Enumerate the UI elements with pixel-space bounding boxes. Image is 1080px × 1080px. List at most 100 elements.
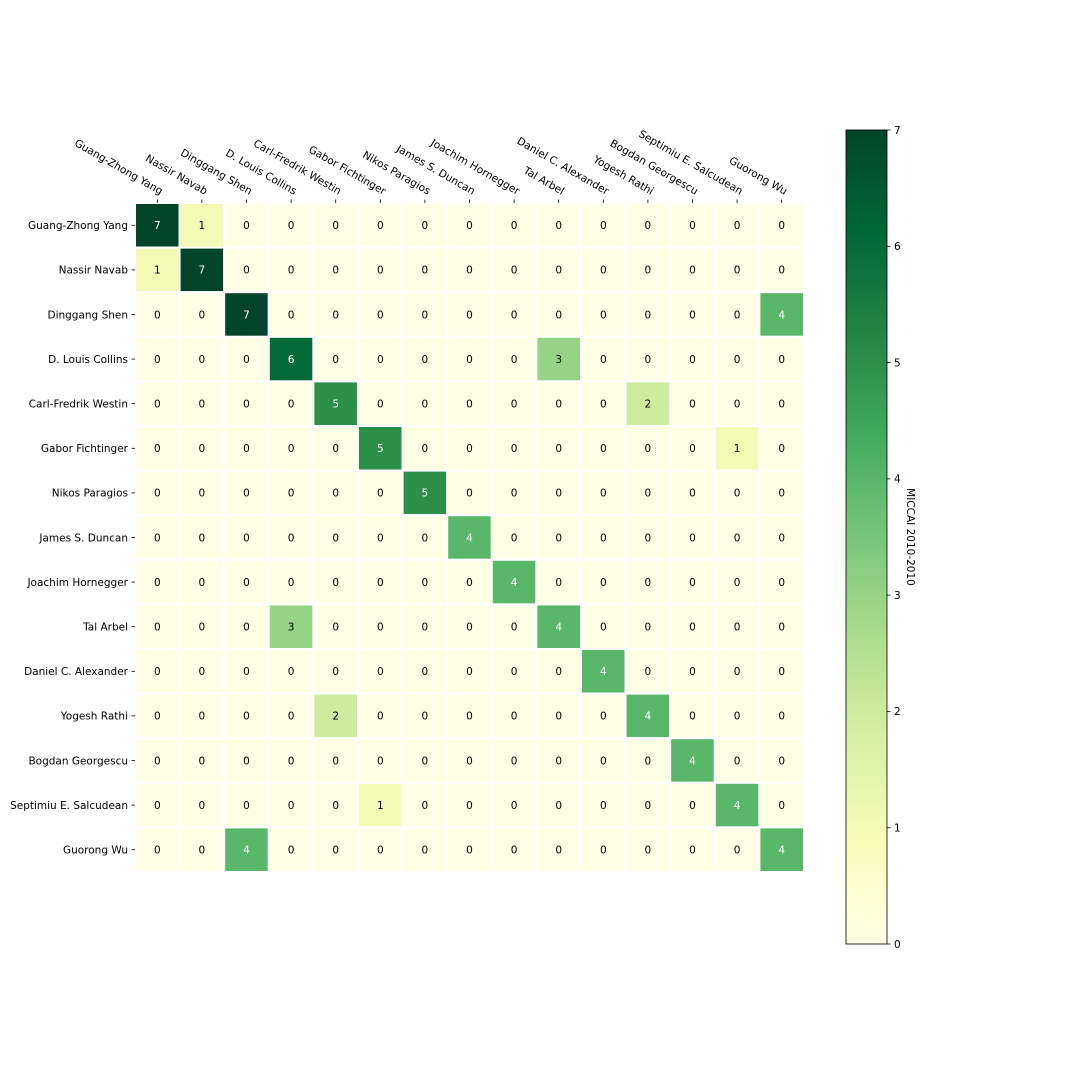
cell-value-label: 0: [511, 399, 518, 411]
heatmap-cell: [267, 246, 315, 294]
cell-value-label: 0: [778, 755, 785, 767]
cell-value-label: 4: [555, 622, 562, 634]
heatmap-cell: [758, 781, 806, 829]
cell-value-label: 7: [154, 220, 161, 232]
cell-value-label: 0: [555, 666, 562, 678]
row-tick-label: D. Louis Collins: [48, 354, 128, 366]
cell-value-label: 0: [645, 577, 652, 589]
cell-value-label: 0: [600, 800, 607, 812]
heatmap-cell: [312, 335, 359, 383]
heatmap-cell: [624, 425, 672, 472]
heatmap-cell: [758, 826, 806, 874]
cell-value-label: 0: [689, 399, 696, 411]
heatmap-cell: [713, 246, 761, 294]
heatmap-cell: [134, 335, 181, 383]
heatmap-cell: [624, 558, 672, 606]
cell-value-label: 0: [645, 309, 652, 321]
heatmap-cell: [223, 425, 270, 472]
colorbar-gradient: [845, 129, 888, 945]
heatmap-cell: [401, 246, 449, 294]
cell-value-label: 0: [778, 532, 785, 544]
cell-value-label: 0: [600, 755, 607, 767]
heatmap-cell: [401, 425, 449, 472]
cell-value-label: 0: [689, 488, 696, 500]
cell-value-label: 7: [199, 265, 206, 277]
cell-value-label: 0: [734, 220, 741, 232]
cell-value-label: 0: [511, 755, 518, 767]
row-tick-labels: Guang-Zhong Yang Nassir Navab Dinggang She…: [10, 220, 135, 857]
heatmap-cell: [267, 781, 315, 829]
cell-value-label: 0: [243, 800, 250, 812]
cell-value-label: 0: [555, 845, 562, 857]
cell-value-label: 0: [689, 354, 696, 366]
cell-value-label: 0: [243, 532, 250, 544]
row-tick-label: Bogdan Georgescu: [28, 755, 128, 767]
cell-value-label: 0: [689, 845, 696, 857]
cell-value-label: 0: [243, 443, 250, 455]
row-tick-label: Guorong Wu: [63, 845, 128, 857]
cell-value-label: 0: [199, 309, 206, 321]
colorbar-tick-label: 7: [894, 125, 901, 137]
cell-value-label: 0: [288, 443, 295, 455]
cell-value-label: 0: [332, 755, 339, 767]
colorbar: 0 1 2 3 4 5 6 7 MICCAI 2010-2010: [845, 125, 916, 951]
heatmap-cell: [178, 826, 226, 874]
cell-value-label: 1: [734, 443, 741, 455]
heatmap-cell: [357, 558, 404, 606]
cell-value-label: 0: [288, 845, 295, 857]
cell-value-label: 0: [422, 220, 429, 232]
cell-value-label: 0: [645, 354, 652, 366]
cell-value-label: 2: [332, 711, 339, 723]
heatmap-cell: [713, 603, 761, 651]
row-tick-label: Dinggang Shen: [47, 309, 128, 321]
heatmap-cell: [401, 603, 449, 651]
heatmap-cell: [624, 246, 672, 294]
cell-value-label: 0: [332, 845, 339, 857]
cell-value-label: 0: [154, 711, 161, 723]
heatmap-cell: [758, 692, 806, 740]
cell-value-label: 0: [199, 845, 206, 857]
cell-value-label: 0: [734, 399, 741, 411]
cell-value-label: 0: [555, 755, 562, 767]
cell-value-label: 0: [734, 622, 741, 634]
cell-value-label: 0: [689, 577, 696, 589]
column-tick-label: Guang-Zhong Yang: [72, 137, 165, 197]
cell-value-label: 0: [555, 309, 562, 321]
heatmap-cell: [580, 781, 627, 829]
heatmap-cell: [490, 469, 538, 517]
heatmap-cell: [669, 781, 716, 829]
cell-value-label: 0: [555, 399, 562, 411]
cell-value-label: 0: [734, 577, 741, 589]
heatmap-cell: [401, 558, 449, 606]
row-tick-label: Yogesh Rathi: [60, 711, 128, 723]
cell-value-label: 0: [645, 755, 652, 767]
cell-value-label: 0: [288, 577, 295, 589]
row-tick-label: Nikos Paragios: [52, 488, 128, 500]
heatmap-cell: [490, 380, 538, 427]
cell-value-label: 6: [288, 354, 295, 366]
cell-value-label: 0: [466, 309, 473, 321]
cell-value-label: 0: [511, 711, 518, 723]
cell-value-label: 0: [243, 265, 250, 277]
cell-value-label: 0: [466, 488, 473, 500]
cell-value-label: 0: [600, 354, 607, 366]
heatmap-cell: [669, 603, 716, 651]
heatmap-cell: [223, 514, 270, 561]
cell-value-label: 4: [734, 800, 741, 812]
cell-value-label: 0: [600, 488, 607, 500]
heatmap-cell: [624, 603, 672, 651]
heatmap-cell: [134, 826, 181, 874]
cell-value-label: 0: [645, 265, 652, 277]
cell-value-label: 0: [377, 666, 384, 678]
row-tick-label: Guang-Zhong Yang: [28, 220, 128, 232]
heatmap-cell: [580, 335, 627, 383]
cell-value-label: 0: [199, 354, 206, 366]
row-tick-label: Joachim Hornegger: [26, 577, 128, 589]
cell-value-label: 0: [734, 755, 741, 767]
cell-value-label: 0: [199, 755, 206, 767]
cell-value-label: 0: [377, 220, 384, 232]
cell-value-label: 0: [466, 354, 473, 366]
cell-value-label: 3: [555, 354, 562, 366]
cell-value-label: 0: [199, 399, 206, 411]
cell-value-label: 0: [734, 354, 741, 366]
